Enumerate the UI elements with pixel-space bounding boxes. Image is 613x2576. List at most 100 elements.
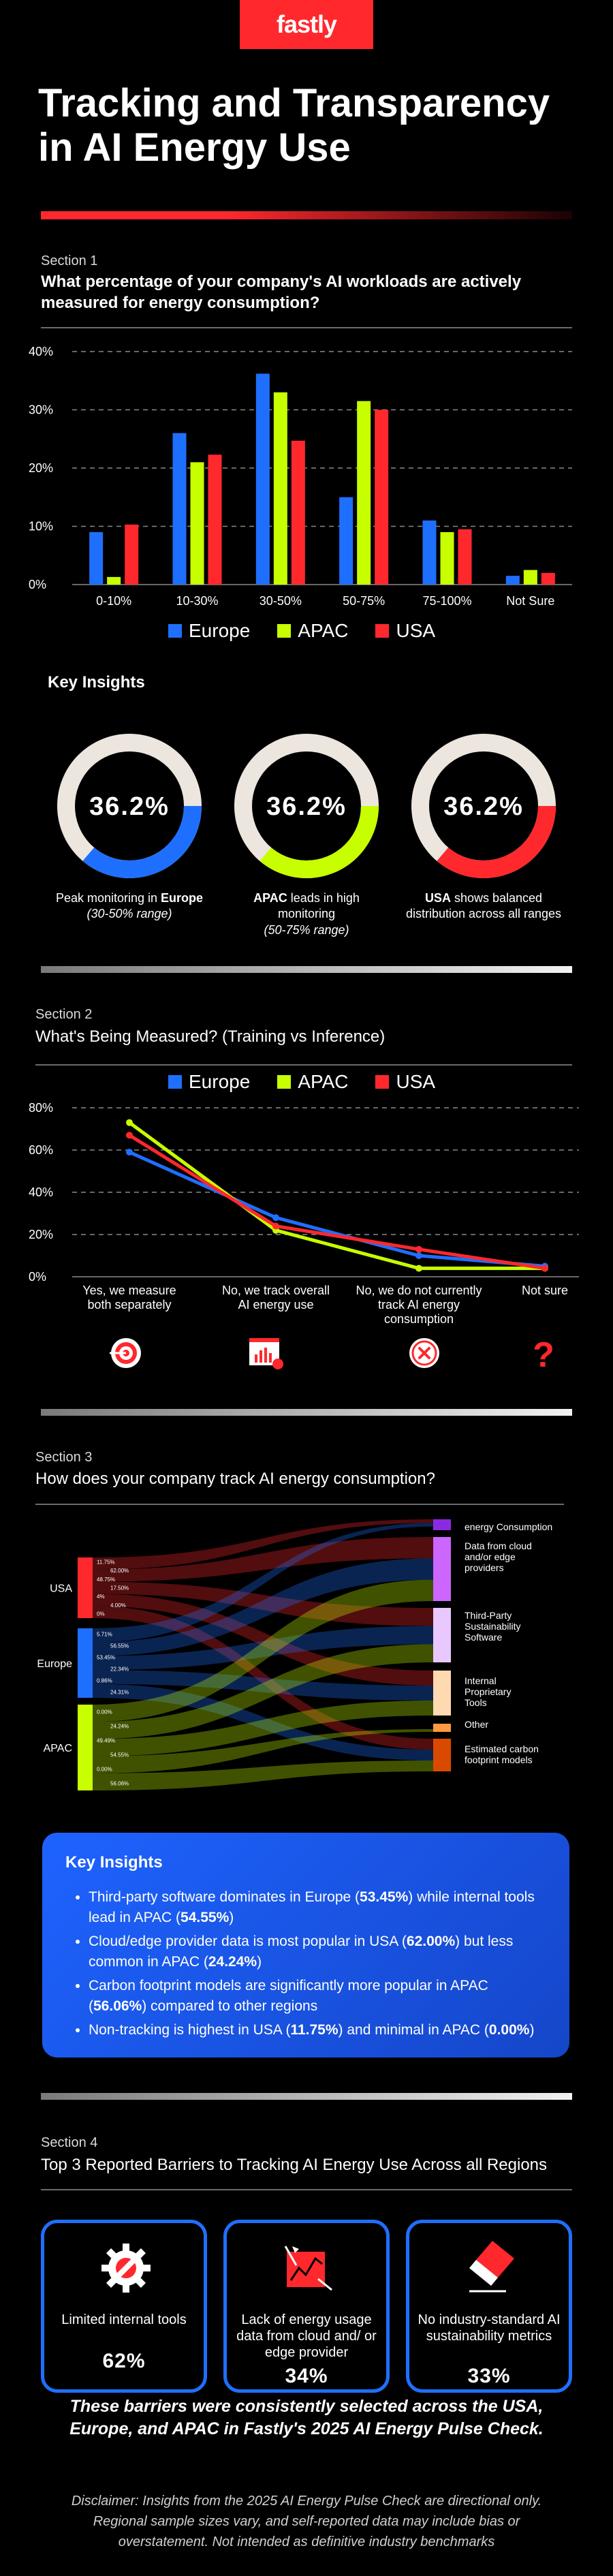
line-chart-legend: Europe APAC USA: [168, 1071, 435, 1093]
bar-usa: [375, 409, 389, 585]
section-divider-2: [41, 1409, 572, 1416]
sankey-link: [93, 1683, 433, 1760]
y-tick-label: 0%: [29, 578, 46, 591]
key-insight-item: Carbon footprint models are significantl…: [89, 1976, 546, 2017]
sankey-percent-label: 0.00%: [97, 1767, 112, 1773]
section3-question: How does your company track AI energy co…: [35, 1470, 435, 1488]
section4-question: Top 3 Reported Barriers to Tracking AI E…: [41, 2156, 548, 2174]
sankey-region-node: [78, 1628, 93, 1698]
bar-europe: [339, 497, 353, 585]
sankey-target-node: [433, 1724, 451, 1732]
insight-text: ) compared to other regions: [142, 1998, 318, 2015]
insight-value: 0.00%: [488, 2021, 530, 2038]
donut-chart: 36.2%: [57, 734, 202, 878]
legend-europe: Europe: [168, 620, 250, 642]
y-tick-label: 60%: [29, 1143, 53, 1157]
key-insights-list: Third-party software dominates in Europe…: [65, 1887, 546, 2040]
sankey-target-label: Internal Proprietary Tools: [465, 1675, 511, 1708]
legend-apac-label: APAC: [298, 620, 349, 641]
sankey-link: [93, 1523, 433, 1643]
donut-caption-part: Europe: [161, 891, 204, 905]
bar-usa: [125, 524, 139, 585]
point-apac: [126, 1119, 133, 1126]
bar-europe: [172, 433, 187, 585]
sankey-region-label: Europe: [37, 1658, 72, 1670]
y-tick-label: 20%: [29, 461, 53, 475]
legend2-usa-swatch: [375, 1075, 390, 1089]
legend-europe-swatch: [168, 624, 182, 638]
x-tick-label: Not Sure: [506, 594, 554, 608]
sankey-target-node: [433, 1537, 451, 1601]
section3-rule: [35, 1504, 564, 1505]
donut-value: 36.2%: [89, 792, 170, 821]
bar-usa: [541, 572, 555, 585]
title-underline-bar: [41, 211, 572, 219]
section1-question: What percentage of your company's AI wor…: [41, 273, 522, 313]
section4-rule: [41, 2189, 572, 2190]
sankey-target-label: Third-Party Sustainability Software: [465, 1610, 521, 1643]
sankey-link: [93, 1537, 433, 1582]
x-tick-label: No, we track overall AI energy use: [222, 1284, 330, 1312]
insight-value: 54.55%: [180, 1910, 230, 1926]
sankey-link: [93, 1670, 433, 1701]
donut-note: (50-75% range): [264, 922, 349, 937]
key-insights-panel: Key Insights Third-party software domina…: [42, 1833, 569, 2058]
sankey-link: [93, 1558, 433, 1656]
sankey-percent-label: 24.31%: [110, 1690, 129, 1696]
sankey-target-label: Estimated carbon footprint models: [465, 1743, 539, 1765]
donut-card: 36.2% USA shows balanced distribution acr…: [402, 732, 565, 922]
line-apac: [128, 1121, 545, 1271]
bar-apac: [440, 532, 454, 585]
legend2-usa: USA: [375, 1071, 435, 1093]
point-europe: [272, 1214, 279, 1222]
legend2-europe-label: Europe: [189, 1071, 251, 1092]
donut-arc: [57, 734, 202, 878]
y-tick-label: 40%: [29, 1185, 53, 1199]
donut-caption-part: shows balanced distribution across all r…: [405, 891, 562, 921]
donut-caption-part: USA: [424, 891, 451, 905]
sankey-percent-label: 62.00%: [110, 1568, 129, 1574]
point-usa: [415, 1245, 422, 1253]
point-usa: [541, 1264, 548, 1272]
legend-europe-label: Europe: [189, 620, 251, 641]
insight-value: 53.45%: [360, 1889, 409, 1905]
barrier-2-percent: 34%: [285, 2365, 328, 2387]
x-tick-label: 50-75%: [343, 594, 385, 608]
legend2-usa-label: USA: [396, 1071, 436, 1092]
donut-arc: [234, 734, 379, 878]
x-tick-label: Not sure: [522, 1284, 568, 1297]
sankey-region-node: [78, 1557, 93, 1618]
y-tick-label: 30%: [29, 403, 53, 417]
key-insight-item: Third-party software dominates in Europe…: [89, 1887, 546, 1929]
bar-europe: [422, 520, 437, 585]
insight-text: ): [257, 1954, 262, 1970]
x-tick-label: No, we do not currently track AI energy co…: [356, 1284, 482, 1326]
point-europe: [415, 1252, 422, 1259]
sankey-link: [93, 1626, 433, 1671]
sankey-percent-label: 48.75%: [97, 1577, 115, 1583]
sankey-diagram: USA Europe APAC 11.75% 62.00% 48.75% 17.50% 4% 4…: [37, 1519, 552, 1790]
sankey-percent-label: 56.55%: [110, 1643, 129, 1649]
insight-text: Cloud/edge provider data is most popular…: [89, 1933, 407, 1949]
section4-label: Section 4: [41, 2135, 98, 2150]
sankey-target-label: Data from cloud and/or edge providers: [465, 1540, 532, 1573]
sankey-percent-label: 4.00%: [110, 1602, 126, 1609]
sankey-link: [93, 1519, 433, 1570]
sankey-percent-label: 0.86%: [97, 1678, 112, 1684]
y-tick-label: 40%: [29, 345, 53, 358]
disclaimer: Disclaimer: Insights from the 2025 AI En…: [71, 2494, 542, 2549]
sankey-target-node: [433, 1671, 451, 1716]
sankey-percent-label: 5.71%: [97, 1632, 112, 1638]
section-divider-3: [41, 2093, 572, 2100]
sankey-region-label: USA: [50, 1583, 72, 1595]
key-insight-item: Non-tracking is highest in USA (11.75%) …: [89, 2020, 546, 2040]
sankey-percent-label: 4%: [97, 1594, 105, 1600]
line-chart: 0% 20% 40% 60% 80% Yes, we measure both separa…: [29, 1101, 579, 1326]
legend2-apac-label: APAC: [298, 1071, 349, 1092]
sankey-percent-label: 11.75%: [97, 1559, 115, 1565]
sankey-percent-label: 24.24%: [110, 1724, 129, 1730]
legend-usa-swatch: [375, 624, 390, 638]
barrier-card-2: Lack of energy usage data from cloud and…: [223, 2220, 390, 2393]
donut-card: 36.2% Peak monitoring in Europe (30-50% ra…: [48, 732, 211, 922]
